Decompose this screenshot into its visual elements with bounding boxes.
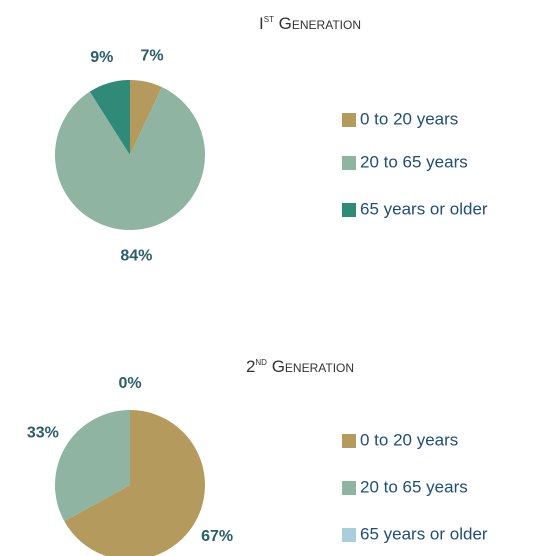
pie-slice <box>89 80 130 155</box>
legend-swatch <box>342 481 356 495</box>
legend-swatch <box>342 113 356 127</box>
title-superscript: nd <box>255 356 267 368</box>
legend-swatch <box>342 434 356 448</box>
legend-label: 65 years or older <box>360 199 488 218</box>
title-part: Generation <box>274 14 361 33</box>
legend-label: 20 to 65 years <box>360 477 468 496</box>
pie-slice <box>55 87 205 230</box>
legend-swatch <box>342 528 356 542</box>
pie-slice <box>64 410 205 556</box>
legend-label: 20 to 65 years <box>360 152 468 171</box>
legend-label: 65 years or older <box>360 524 488 543</box>
legend-label: 0 to 20 years <box>360 109 458 128</box>
pie-slice <box>130 80 162 155</box>
title-part: 2 <box>246 357 255 376</box>
chart-title: Ist Generation <box>259 13 361 34</box>
title-part: I <box>259 14 264 33</box>
legend-label: 0 to 20 years <box>360 430 458 449</box>
legend-swatch <box>342 203 356 217</box>
title-superscript: st <box>264 13 274 25</box>
legend-swatch <box>342 156 356 170</box>
title-part: Generation <box>267 357 354 376</box>
data-label: 33% <box>27 425 59 442</box>
chart-title: 2nd Generation <box>246 356 354 377</box>
data-label: 67% <box>201 528 233 545</box>
pie-slice <box>54 410 130 522</box>
data-label: 84% <box>120 247 152 264</box>
data-label: 0% <box>118 375 141 392</box>
data-label: 9% <box>90 49 113 66</box>
data-label: 7% <box>141 47 164 64</box>
